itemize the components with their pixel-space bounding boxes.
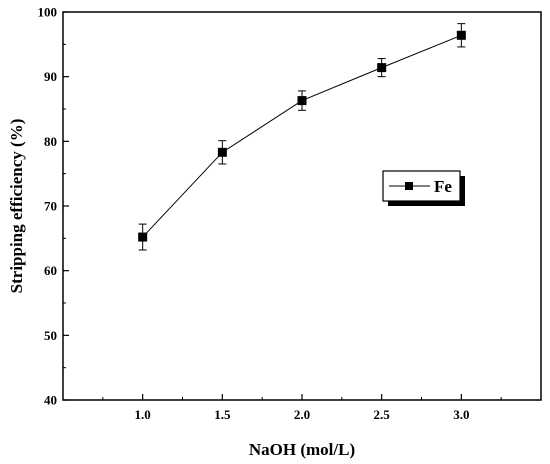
x-tick-label: 3.0 bbox=[453, 407, 469, 422]
y-tick-label: 40 bbox=[44, 393, 57, 408]
x-tick-label: 2.5 bbox=[374, 407, 391, 422]
y-tick-label: 50 bbox=[44, 328, 57, 343]
y-axis-title: Stripping efficiency (%) bbox=[7, 119, 26, 294]
legend-marker bbox=[405, 182, 413, 190]
x-tick-label: 1.5 bbox=[214, 407, 231, 422]
y-tick-label: 60 bbox=[44, 263, 57, 278]
axis-ticks: 40 50 60 70 80 90 100 1.0 1.5 2.0 2.5 3.0 bbox=[38, 5, 502, 422]
legend-label: Fe bbox=[434, 177, 452, 196]
y-tick-label: 90 bbox=[44, 69, 57, 84]
data-point bbox=[456, 30, 466, 40]
data-point bbox=[377, 63, 387, 73]
y-tick-label: 80 bbox=[44, 134, 57, 149]
plot-area-border bbox=[62, 11, 542, 401]
x-tick-label: 2.0 bbox=[294, 407, 310, 422]
y-tick-label: 100 bbox=[38, 5, 58, 20]
legend: Fe bbox=[382, 170, 465, 206]
data-point bbox=[297, 96, 307, 106]
plot-frame bbox=[62, 11, 542, 401]
data-point bbox=[217, 147, 227, 157]
y-tick-label: 70 bbox=[44, 199, 57, 214]
series-layer bbox=[138, 23, 466, 251]
data-point bbox=[138, 232, 148, 242]
series-line-fe bbox=[142, 34, 462, 238]
x-axis-title: NaOH (mol/L) bbox=[249, 440, 355, 459]
x-tick-label: 1.0 bbox=[135, 407, 151, 422]
